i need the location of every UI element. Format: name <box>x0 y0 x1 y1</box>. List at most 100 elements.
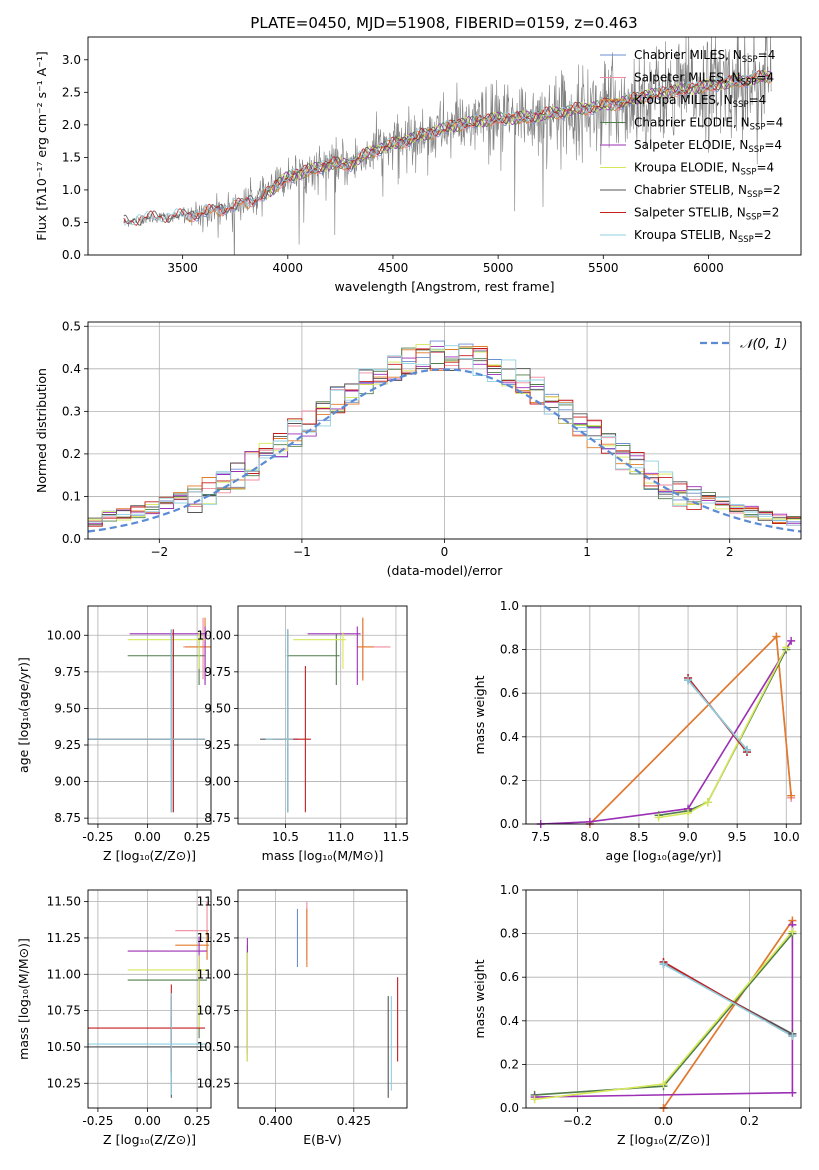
x-tick-label: 9.5 <box>728 830 747 844</box>
y-tick-label: 11.00 <box>197 967 231 981</box>
x-tick-label: 10.0 <box>773 830 800 844</box>
y-tick-label: 0.0 <box>62 532 81 546</box>
model-spectrum-6 <box>123 69 772 226</box>
x-tick-label: −0.2 <box>563 1114 592 1128</box>
y-axis-label: Flux [fλ10⁻¹⁷ erg cm⁻² s⁻¹ A⁻¹] <box>34 51 49 240</box>
legend-entry: Chabrier STELIB, NSSP=2 <box>634 183 781 200</box>
y-tick-label: 8.75 <box>54 811 81 825</box>
x-tick-label: 1 <box>583 545 591 559</box>
x-tick-label: 3500 <box>167 261 198 275</box>
weight-line-8 <box>663 963 793 1037</box>
panel-spectrum: 3500 4000 4500 5000 5500 6000 0.0 0.5 1.0 1.5 2.0 2… <box>34 36 802 294</box>
y-tick-label: 0.6 <box>500 970 519 984</box>
y-tick-label: 0.4 <box>500 1014 519 1028</box>
y-tick-label: 1.0 <box>500 883 519 897</box>
y-tick-label: 0.2 <box>500 1057 519 1071</box>
y-tick-label: 0.3 <box>62 404 81 418</box>
y-tick-label: 10.00 <box>197 628 231 642</box>
plot-area <box>123 37 772 255</box>
panel-mass-vs-Z: -0.25 0.00 0.25 10.25 10.50 10.75 11.00 11.25 11… <box>16 889 212 1147</box>
y-tick-label: 9.25 <box>204 738 231 752</box>
weight-point <box>585 817 594 826</box>
y-tick-label: 11.00 <box>47 967 81 981</box>
axes-frame <box>87 36 802 256</box>
weight-point <box>742 745 751 754</box>
y-axis-label: mass weight <box>472 959 487 1038</box>
x-tick-label: −2 <box>150 545 168 559</box>
weight-point <box>684 676 693 685</box>
x-axis-label: (data-model)/error <box>387 563 504 578</box>
legend-entry: Kroupa STELIB, NSSP=2 <box>634 228 772 245</box>
x-tick-label: 0.00 <box>134 830 161 844</box>
plot-area <box>260 617 391 813</box>
y-tick-label: 0.5 <box>62 215 81 229</box>
x-tick-label: 0.2 <box>740 1114 759 1128</box>
y-tick-label: 1.5 <box>62 150 81 164</box>
panel-age-vs-Z: -0.25 0.00 0.25 8.75 9.00 9.25 9.50 9.75 10.00 Z … <box>16 605 212 863</box>
panel-mass-vs-EBV: 0.400 0.425 10.25 10.50 10.75 11.00 11.25 11.50… <box>197 889 408 1147</box>
x-tick-label: 5500 <box>588 261 619 275</box>
x-tick-label: 0 <box>441 545 449 559</box>
y-tick-label: 0.0 <box>500 817 519 831</box>
figure-title: PLATE=0450, MJD=51908, FIBERID=0159, z=0… <box>250 14 637 32</box>
x-tick-label: 8.5 <box>629 830 648 844</box>
axes-frame <box>237 605 408 825</box>
x-axis-label: mass [log₁₀(M/M⊙)] <box>262 848 384 863</box>
y-tick-label: 0.6 <box>500 686 519 700</box>
x-tick-label: 2 <box>726 545 734 559</box>
weight-line-2 <box>589 634 792 824</box>
x-tick-label: -0.25 <box>82 830 113 844</box>
y-tick-label: 9.50 <box>204 701 231 715</box>
y-tick-label: 2.5 <box>62 85 81 99</box>
x-axis-label: E(B-V) <box>303 1132 342 1147</box>
weight-line-4 <box>540 640 792 824</box>
weight-point <box>654 813 663 822</box>
model-spectrum-5 <box>266 70 772 199</box>
x-tick-label: 4000 <box>273 261 304 275</box>
axes-frame <box>87 889 212 1109</box>
axes-frame <box>237 889 408 1109</box>
y-tick-label: 0.4 <box>500 730 519 744</box>
legend-entry: Kroupa ELODIE, NSSP=4 <box>634 161 774 178</box>
panel-age-vs-mass: 10.5 11.0 11.5 8.75 9.00 9.25 9.50 9.75 10.00 mas… <box>197 605 410 863</box>
x-tick-label: 11.0 <box>327 830 354 844</box>
y-tick-label: 0.0 <box>62 248 81 262</box>
plot-area <box>88 340 801 533</box>
weight-point <box>788 1032 797 1041</box>
axes-frame <box>87 605 212 825</box>
weight-point <box>787 636 796 645</box>
panel-weight-vs-age: 7.5 8.0 8.5 9.0 9.5 10.0 0.0 0.2 0.4 0.6 0.8 1.0 age… <box>472 599 802 863</box>
x-tick-label: 0.0 <box>654 1114 673 1128</box>
y-tick-label: 0.4 <box>62 362 81 376</box>
y-tick-label: 10.75 <box>47 1004 81 1018</box>
y-axis-label: mass [log₁₀(M/M⊙)] <box>16 938 31 1060</box>
x-tick-label: 10.5 <box>272 830 299 844</box>
x-tick-label: 5000 <box>483 261 514 275</box>
x-axis-label: Z [log₁₀(Z/Z⊙)] <box>103 848 196 863</box>
x-tick-label: −1 <box>293 545 311 559</box>
x-tick-label: 6000 <box>693 261 724 275</box>
legend-entry: Salpeter STELIB, NSSP=2 <box>634 206 779 223</box>
legend: 𝒩(0, 1) <box>700 337 787 352</box>
y-tick-label: 10.75 <box>197 1004 231 1018</box>
x-axis-label: Z [log₁₀(Z/Z⊙)] <box>617 1132 710 1147</box>
weight-point <box>772 632 781 641</box>
x-axis-label: Z [log₁₀(Z/Z⊙)] <box>103 1132 196 1147</box>
model-spectrum-7 <box>123 70 772 226</box>
y-tick-label: 3.0 <box>62 53 81 67</box>
plot-area <box>540 634 792 824</box>
plot-area <box>88 901 210 1098</box>
y-tick-label: 9.75 <box>204 665 231 679</box>
weight-point <box>788 927 797 936</box>
y-tick-label: 11.50 <box>197 895 231 909</box>
weight-line-8 <box>687 679 748 751</box>
legend-entry: Salpeter ELODIE, NSSP=4 <box>634 138 782 155</box>
gaussian-curve <box>88 368 801 533</box>
model-spectrum-8 <box>123 71 772 226</box>
plot-area <box>246 901 399 1098</box>
x-tick-label: 11.5 <box>383 830 410 844</box>
panels: 3500 4000 4500 5000 5500 6000 0.0 0.5 1.0 1.5 2.0 2… <box>16 36 802 1147</box>
y-tick-label: 0.2 <box>62 447 81 461</box>
y-tick-label: 10.50 <box>47 1040 81 1054</box>
